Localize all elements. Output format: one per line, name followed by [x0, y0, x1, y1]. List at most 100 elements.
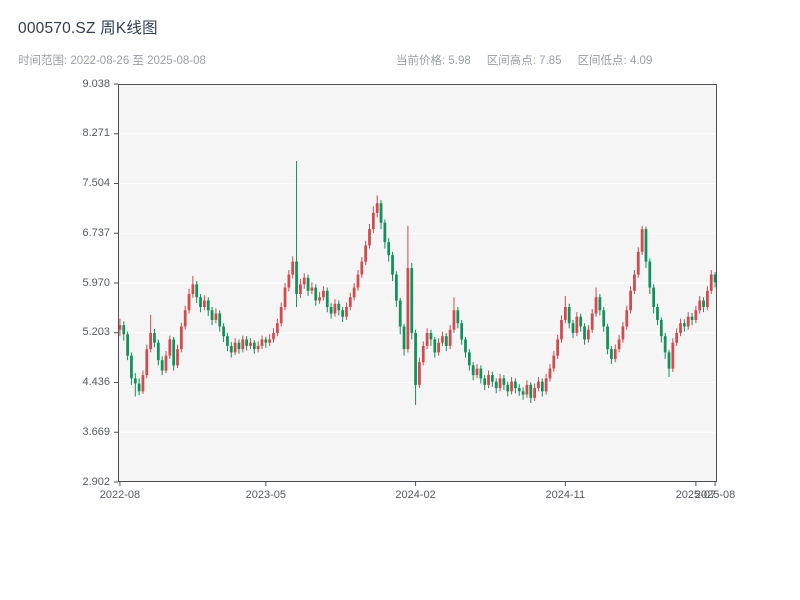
candle-body — [694, 310, 698, 320]
candle-body — [410, 268, 414, 333]
x-tick-label: 2024-02 — [395, 489, 436, 501]
candle-body — [517, 388, 521, 392]
x-tick-label: 2025-08 — [694, 489, 736, 501]
candle-body — [563, 306, 567, 320]
candle-body — [606, 326, 609, 350]
candle-body — [571, 323, 575, 333]
candle-body — [659, 319, 663, 337]
candle-body — [525, 384, 529, 395]
candle-body — [283, 287, 287, 307]
candle-body — [164, 355, 168, 371]
candle-body — [199, 297, 202, 307]
candle-body — [540, 381, 544, 392]
candle-body — [341, 310, 345, 317]
candle-body — [279, 306, 283, 324]
candle-body — [133, 378, 137, 384]
candle-body — [652, 287, 656, 307]
candle-body — [226, 336, 229, 346]
candle-body — [686, 316, 690, 327]
x-tick-label: 2025-07 — [675, 489, 717, 501]
y-tick-label: 9.038 — [82, 77, 110, 90]
kline-plot — [114, 83, 717, 486]
candle-body — [379, 203, 383, 223]
candle-body — [456, 310, 460, 324]
candle-body — [682, 323, 686, 327]
candle-body — [671, 342, 675, 369]
candle-body — [529, 384, 533, 398]
y-tick-label: 7.504 — [82, 177, 110, 189]
candle-body — [433, 339, 437, 353]
candle-body — [371, 212, 375, 230]
candle-body — [471, 365, 475, 376]
y-tick-label: 2.902 — [82, 475, 110, 488]
candle-body — [195, 284, 199, 298]
candle-body — [629, 290, 632, 311]
candle-body — [625, 310, 629, 327]
candle-body — [233, 342, 237, 353]
candle-body — [713, 274, 717, 283]
candle-body — [168, 339, 172, 356]
candle-body — [345, 306, 348, 317]
candle-body — [387, 242, 391, 256]
candle-body — [310, 287, 314, 291]
candle-body — [214, 313, 218, 320]
candle-body — [648, 261, 652, 288]
x-tick-label: 2023-05 — [245, 489, 287, 501]
candle-body — [118, 325, 122, 330]
range-high-label: 区间高点: 7.85 — [486, 55, 562, 67]
y-tick-label: 5.203 — [82, 326, 110, 339]
page-title: 000570.SZ 周K线图 — [18, 20, 158, 37]
candle-body — [467, 352, 471, 366]
candle-body — [679, 323, 682, 333]
candle-body — [552, 355, 556, 369]
candle-body — [206, 300, 210, 311]
x-tick-label: 2024-11 — [545, 489, 586, 501]
current-price-label: 当前价格: 5.98 — [396, 55, 471, 67]
y-tick-label: 5.970 — [82, 276, 110, 289]
candle-body — [179, 326, 183, 350]
candle-body — [560, 319, 563, 340]
candle-body — [621, 326, 625, 340]
candle-body — [667, 352, 671, 369]
candle-body — [306, 277, 310, 291]
candle-body — [498, 378, 502, 389]
candle-body — [260, 339, 264, 346]
candle-body — [191, 284, 195, 295]
candle-body — [633, 274, 636, 291]
candle-body — [617, 339, 621, 350]
candle-body — [275, 323, 279, 333]
candle-body — [318, 297, 321, 301]
candle-body — [245, 339, 249, 346]
candle-body — [264, 339, 268, 343]
candle-body — [590, 313, 594, 330]
candle-body — [137, 383, 141, 392]
candle-body — [352, 287, 356, 298]
candle-body — [475, 368, 479, 376]
candle-body — [414, 332, 417, 385]
candle-body — [268, 339, 272, 343]
candle-body — [272, 332, 275, 340]
candle-body — [656, 306, 659, 320]
candle-body — [229, 345, 233, 353]
candle-body — [602, 310, 606, 327]
candle-body — [406, 268, 410, 350]
candle-body — [487, 375, 490, 385]
candle-body — [537, 381, 540, 389]
candle-body — [421, 345, 425, 363]
y-tick-label: 8.271 — [82, 127, 110, 140]
candle-body — [364, 245, 368, 262]
candle-body — [663, 336, 667, 353]
candle-body — [160, 360, 164, 371]
candle-body — [452, 310, 456, 330]
candle-body — [402, 326, 406, 350]
candle-body — [126, 334, 129, 356]
candle-body — [145, 349, 149, 376]
candle-body — [203, 300, 206, 307]
y-tick-label: 4.436 — [82, 376, 110, 388]
candle-body — [368, 229, 371, 246]
candle-body — [448, 329, 452, 346]
candle-body — [636, 251, 640, 275]
candle-body — [172, 339, 176, 366]
candle-body — [156, 342, 160, 361]
candle-body — [122, 325, 126, 335]
